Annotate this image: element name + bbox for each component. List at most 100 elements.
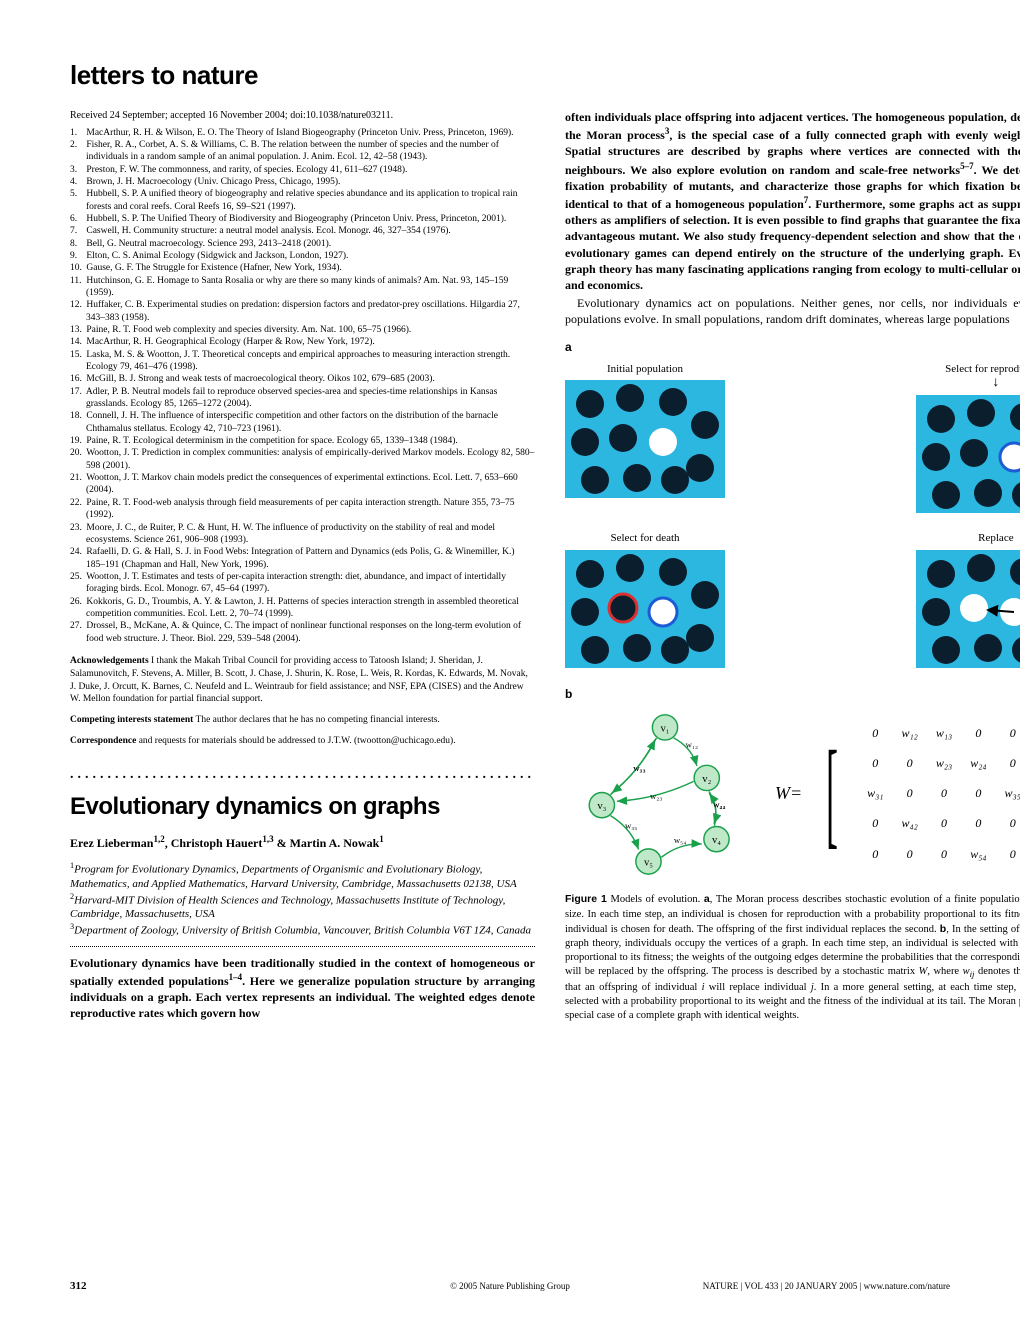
reference-item: 23. Moore, J. C., de Ruiter, P. C. & Hun… (70, 522, 535, 547)
panel-svg (565, 380, 725, 498)
reference-item: 25. Wootton, J. T. Estimates and tests o… (70, 571, 535, 596)
svg-text:v₅: v₅ (644, 857, 653, 869)
matrix-cell: 0 (996, 718, 1020, 748)
panel-title: Initial population (565, 362, 725, 377)
panel-svg (916, 550, 1020, 668)
figure-caption: Figure 1 Models of evolution. a, The Mor… (565, 892, 1020, 1023)
svg-text:v₃: v₃ (597, 800, 606, 812)
matrix-label: W= (775, 781, 802, 805)
reference-item: 10. Gause, G. F. The Struggle for Existe… (70, 262, 535, 274)
reference-item: 21. Wootton, J. T. Markov chain models p… (70, 472, 535, 497)
matrix-cell: 0 (858, 748, 892, 778)
svg-text:v₁: v₁ (660, 723, 669, 735)
reference-item: 27. Drossel, B., McKane, A. & Quince, C.… (70, 620, 535, 645)
reference-item: 19. Paine, R. T. Ecological determinism … (70, 435, 535, 447)
figure-row-2: Select for death Replace (565, 531, 1020, 668)
competing-text: The author declares that he has no compe… (193, 715, 439, 725)
panel-a-label: a (565, 339, 1020, 355)
page-footer: 312 © 2005 Nature Publishing Group NATUR… (70, 1280, 950, 1292)
panel-select-repro: Select for reproduction↓ (916, 362, 1020, 514)
figure-1: a Initial population Select for reproduc… (565, 339, 1020, 1023)
matrix-cell: w₂₄ (961, 748, 995, 778)
reference-item: 16. McGill, B. J. Strong and weak tests … (70, 373, 535, 385)
reference-item: 14. MacArthur, R. H. Geographical Ecolog… (70, 336, 535, 348)
reference-item: 3. Preston, F. W. The commonness, and ra… (70, 164, 535, 176)
matrix: [ 0w₁₂w₁₃0000w₂₃w₂₄0w₃₁000w₃₅0w₄₂000000w… (812, 718, 1020, 869)
matrix-cell: 0 (892, 778, 926, 808)
reference-item: 8. Bell, G. Neutral macroecology. Scienc… (70, 238, 535, 250)
matrix-cell: w₅₄ (961, 839, 995, 869)
reference-item: 1. MacArthur, R. H. & Wilson, E. O. The … (70, 127, 535, 139)
reference-item: 11. Hutchinson, G. E. Homage to Santa Ro… (70, 275, 535, 300)
reference-item: 12. Huffaker, C. B. Experimental studies… (70, 299, 535, 324)
reference-item: 4. Brown, J. H. Macroecology (Univ. Chic… (70, 176, 535, 188)
svg-text:w₂₃: w₂₃ (650, 791, 662, 801)
affiliations: 1Program for Evolutionary Dynamics, Depa… (70, 861, 535, 937)
matrix-cell: w₁₃ (927, 718, 961, 748)
article-title: Evolutionary dynamics on graphs (70, 791, 535, 823)
bracket-left-icon: [ (826, 742, 838, 844)
svg-text:w₃₅: w₃₅ (625, 821, 637, 831)
reference-item: 15. Laska, M. S. & Wootton, J. T. Theore… (70, 349, 535, 374)
matrix-cell: w₄₂ (892, 808, 926, 838)
matrix-cell: w₃₁ (858, 778, 892, 808)
matrix-cell: w₂₃ (927, 748, 961, 778)
reference-item: 5. Hubbell, S. P. A unified theory of bi… (70, 188, 535, 213)
svg-text:w₄₂: w₄₂ (713, 800, 725, 810)
matrix-table: 0w₁₂w₁₃0000w₂₃w₂₄0w₃₁000w₃₅0w₄₂000000w₅₄… (858, 718, 1020, 869)
reference-item: 6. Hubbell, S. P. The Unified Theory of … (70, 213, 535, 225)
panel-initial: Initial population (565, 362, 725, 514)
competing-interests: Competing interests statement The author… (70, 714, 535, 727)
reference-item: 24. Rafaelli, D. G. & Hall, S. J. in Foo… (70, 546, 535, 571)
left-column: Received 24 September; accepted 16 Novem… (70, 109, 535, 1024)
journal-info: NATURE | VOL 433 | 20 JANUARY 2005 | www… (703, 1281, 950, 1291)
matrix-cell: 0 (961, 778, 995, 808)
body-paragraph: Evolutionary dynamics act on populations… (565, 295, 1020, 327)
reference-item: 26. Kokkoris, G. D., Troumbis, A. Y. & L… (70, 596, 535, 621)
panel-title: Select for death (565, 531, 725, 546)
panel-b-content: w₁₂w₁₃w₃₁w₂₃w₂₄w₄₂w₃₅w₅₄v₁v₂v₃v₄v₅ W= [ … (565, 708, 1020, 878)
matrix-cell: 0 (996, 839, 1020, 869)
panel-replace: Replace (916, 531, 1020, 668)
reference-item: 7. Caswell, H. Community structure: a ne… (70, 225, 535, 237)
ack-label: Acknowledgements (70, 656, 149, 666)
reference-item: 18. Connell, J. H. The influence of inte… (70, 410, 535, 435)
corr-text: and requests for materials should be add… (136, 736, 455, 746)
matrix-cell: 0 (996, 748, 1020, 778)
figure-row-1: Initial population Select for reproducti… (565, 362, 1020, 514)
panel-b-label: b (565, 686, 1020, 702)
dotted-rule (70, 946, 535, 947)
abstract-right: often individuals place offspring into a… (565, 109, 1020, 293)
section-divider: ........................................… (70, 766, 535, 785)
svg-text:w₁₂: w₁₂ (686, 740, 698, 750)
panel-svg (565, 550, 725, 668)
received-line: Received 24 September; accepted 16 Novem… (70, 109, 535, 123)
arrow-down-icon: ↓ (992, 375, 999, 390)
matrix-cell: 0 (858, 839, 892, 869)
panel-title: Select for reproduction↓ (916, 362, 1020, 392)
references-list: 1. MacArthur, R. H. & Wilson, E. O. The … (70, 127, 535, 645)
author-list: Erez Lieberman1,2, Christoph Hauert1,3 &… (70, 833, 535, 851)
reference-item: 2. Fisher, R. A., Corbet, A. S. & Willia… (70, 139, 535, 164)
svg-text:v₄: v₄ (712, 834, 721, 846)
matrix-cell: 0 (961, 718, 995, 748)
correspondence: Correspondence and requests for material… (70, 735, 535, 748)
svg-text:v₂: v₂ (702, 773, 711, 785)
panel-svg (916, 395, 1020, 513)
matrix-cell: 0 (858, 808, 892, 838)
copyright: © 2005 Nature Publishing Group (450, 1281, 570, 1291)
matrix-cell: w₃₅ (996, 778, 1020, 808)
corr-label: Correspondence (70, 736, 136, 746)
svg-text:w₅₄: w₅₄ (674, 835, 686, 845)
section-header: letters to nature (70, 60, 950, 91)
svg-text:w₃₁: w₃₁ (633, 764, 645, 774)
reference-item: 9. Elton, C. S. Animal Ecology (Sidgwick… (70, 250, 535, 262)
matrix-cell: 0 (927, 808, 961, 838)
panel-select-death: Select for death (565, 531, 725, 668)
right-column: often individuals place offspring into a… (565, 109, 1020, 1024)
reference-item: 17. Adler, P. B. Neutral models fail to … (70, 386, 535, 411)
reference-item: 22. Paine, R. T. Food-web analysis throu… (70, 497, 535, 522)
competing-label: Competing interests statement (70, 715, 193, 725)
matrix-cell: 0 (927, 778, 961, 808)
panel-title: Replace (916, 531, 1020, 546)
